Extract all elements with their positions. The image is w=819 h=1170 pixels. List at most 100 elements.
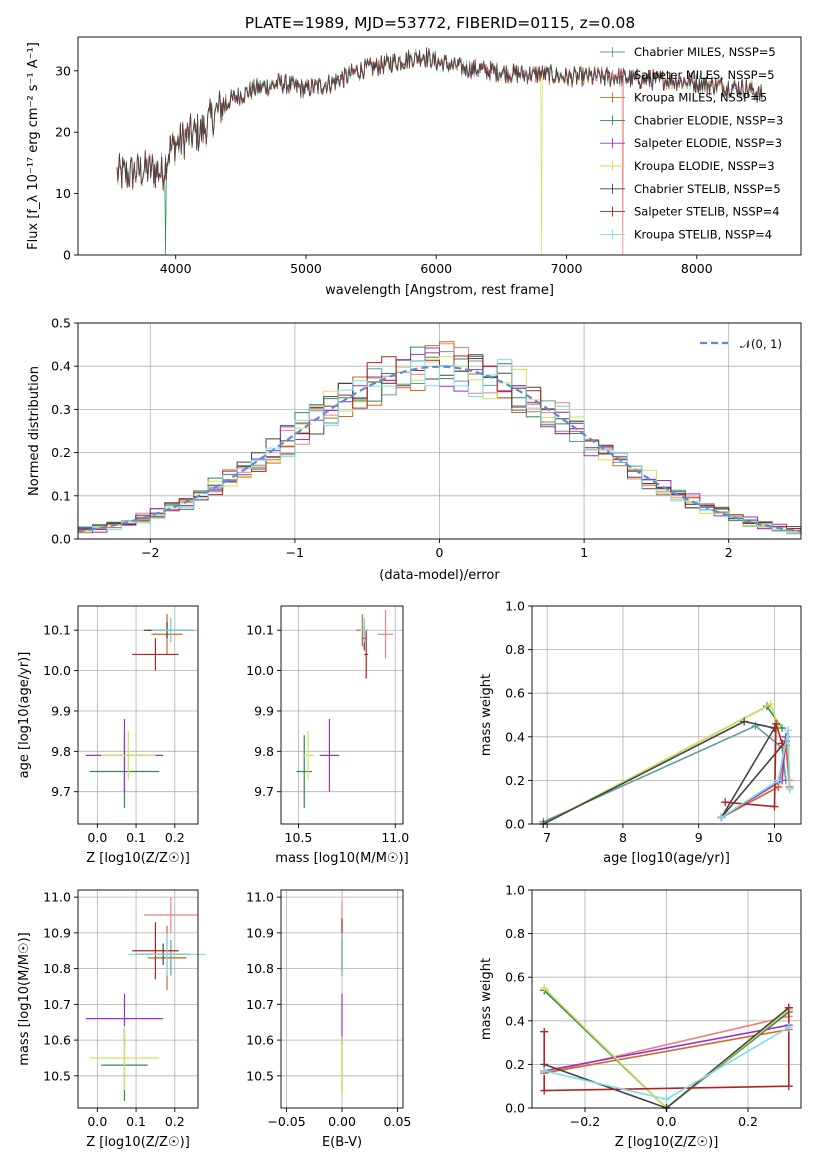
x-tick-label: 8 (619, 830, 627, 845)
y-tick-label: 9.7 (51, 784, 71, 799)
y-tick-label: 10.7 (246, 997, 274, 1012)
x-tick-label: 11.0 (381, 830, 409, 845)
y-tick-label: 10.8 (43, 961, 71, 976)
legend-label: Salpeter STELIB, NSSP=4 (634, 205, 780, 219)
x-tick-label: 0.05 (384, 1114, 412, 1129)
legend-label: Chabrier ELODIE, NSSP=3 (634, 113, 783, 127)
x-tick-label: 6000 (420, 261, 452, 276)
y-tick-label: 0.3 (51, 402, 71, 417)
x-tick-label: 0.2 (165, 830, 185, 845)
y-tick-label: 10.6 (246, 1033, 274, 1048)
mass-vs-metallicity-panel: 0.0 0.1 0.2 10.5 10.6 10.7 10.8 10.9 11.0 Z [log1… (17, 889, 206, 1150)
x-tick-label: −0.2 (570, 1114, 600, 1129)
x-axis-label: Z [log10(Z/Z☉)] (86, 1135, 190, 1150)
data-marker (784, 1003, 793, 1012)
y-tick-label: 10.0 (246, 663, 274, 678)
mass-weight-line (543, 1007, 790, 1092)
mass-weight-line (544, 1024, 789, 1072)
data-marker (766, 700, 775, 709)
x-tick-label: 0.0 (87, 1114, 107, 1129)
x-tick-label: 7000 (551, 261, 583, 276)
data-marker (784, 726, 793, 735)
x-axis-label: Z [log10(Z/Z☉)] (86, 851, 190, 866)
data-marker (774, 776, 783, 785)
y-tick-label: 1.0 (505, 599, 525, 614)
data-marker (721, 798, 730, 807)
x-tick-label: −1 (286, 545, 304, 560)
x-tick-label: 10.5 (285, 830, 313, 845)
y-tick-label: 0.2 (505, 773, 525, 788)
y-tick-label: 10.6 (43, 1033, 71, 1048)
x-axis-label: (data-model)/error (379, 568, 500, 583)
mass-weight-vs-metallicity-panel: −0.2 0.0 0.2 0.0 0.2 0.4 0.6 0.8 1.0 Z [log10(Z/Z… (479, 883, 802, 1150)
data-marker (784, 1023, 793, 1032)
age-vs-metallicity-panel: 0.0 0.1 0.2 9.7 9.8 9.9 10.0 10.1 Z [log10(Z/Z☉)… (17, 605, 199, 866)
data-marker (540, 1086, 549, 1095)
mass-vs-ebv-panel: −0.05 0.00 0.05 10.5 10.6 10.7 10.8 10.9 11.0 E(B… (246, 889, 412, 1150)
data-marker (540, 1066, 549, 1075)
legend-label: Kroupa ELODIE, NSSP=3 (634, 159, 775, 173)
legend-label: Kroupa MILES, NSSP=5 (634, 91, 767, 105)
x-tick-label: 0.00 (328, 1114, 356, 1129)
x-tick-label: 8000 (681, 261, 713, 276)
mass-weight-line (543, 724, 787, 823)
x-tick-label: 9 (695, 830, 703, 845)
legend-label: Salpeter MILES, NSSP=5 (634, 68, 775, 82)
mass-weight-line (721, 745, 791, 819)
axes-frame (77, 605, 199, 825)
y-tick-label: 10.7 (43, 997, 71, 1012)
y-tick-label: 0.1 (51, 488, 71, 503)
x-tick-label: 0.2 (165, 1114, 185, 1129)
legend-label: Chabrier STELIB, NSSP=5 (634, 182, 781, 196)
mass-weight-line (544, 1028, 789, 1074)
figure-title: PLATE=1989, MJD=53772, FIBERID=0115, z=0… (245, 14, 635, 32)
y-axis-label: Normed distribution (27, 366, 42, 496)
y-tick-label: 0.6 (505, 970, 525, 985)
y-axis-label: mass weight (479, 674, 494, 756)
normal-reference-curve (77, 365, 802, 533)
y-tick-label: 0.0 (51, 532, 71, 547)
x-tick-label: 0.1 (126, 1114, 146, 1129)
y-tick-label: 1.0 (505, 883, 525, 898)
y-tick-label: 10.1 (43, 623, 71, 638)
x-tick-label: 4000 (160, 261, 192, 276)
y-tick-label: 10.1 (246, 623, 274, 638)
y-tick-label: 20 (55, 125, 71, 140)
age-vs-mass-panel: 10.5 11.0 9.7 9.8 9.9 10.0 10.1 mass [log10(M/M… (246, 605, 409, 866)
x-axis-label: age [log10(age/yr)] (603, 851, 730, 866)
data-marker (778, 739, 787, 748)
mass-weight-vs-age-panel: 7 8 9 10 0.0 0.2 0.4 0.6 0.8 1.0 age [log10(age/yr… (479, 599, 802, 866)
spectrum-panel: 4000 5000 6000 7000 8000 0 10 20 30 wavelength [A… (26, 36, 802, 298)
y-tick-label: 0.5 (51, 316, 71, 331)
y-tick-label: 0.4 (505, 729, 525, 744)
y-tick-label: 10.9 (246, 925, 274, 940)
x-axis-label: Z [log10(Z/Z☉)] (615, 1135, 719, 1150)
histogram-series (78, 359, 802, 535)
y-tick-label: 9.8 (51, 744, 71, 759)
y-tick-label: 9.7 (254, 784, 274, 799)
y-tick-label: 11.0 (246, 890, 274, 905)
x-tick-label: 10 (767, 830, 783, 845)
x-axis-label: E(B-V) (322, 1135, 362, 1150)
data-marker (540, 984, 549, 993)
y-tick-label: 0.4 (505, 1013, 525, 1028)
y-tick-label: 30 (55, 63, 71, 78)
x-tick-label: 0.0 (657, 1114, 677, 1129)
y-tick-label: 0 (63, 248, 71, 263)
data-marker (540, 1027, 549, 1036)
x-tick-label: 2 (725, 545, 733, 560)
spectrum-line (116, 47, 763, 188)
x-tick-label: 1 (580, 545, 588, 560)
y-tick-label: 9.9 (51, 703, 71, 718)
legend-label: Chabrier MILES, NSSP=5 (634, 45, 776, 59)
x-axis-label: wavelength [Angstrom, rest frame] (325, 283, 554, 298)
y-axis-label: age [log10(age/yr)] (17, 652, 32, 779)
y-tick-label: 0.6 (505, 686, 525, 701)
y-axis-label: Flux [f_λ 10⁻¹⁷ erg cm⁻² s⁻¹ A⁻¹] (26, 42, 41, 250)
axes-frame (77, 889, 199, 1109)
y-tick-label: 10.5 (43, 1068, 71, 1083)
y-tick-label: 0.0 (505, 817, 525, 832)
x-axis-label: mass [log10(M/M☉)] (275, 851, 408, 866)
y-axis-label: mass weight (479, 958, 494, 1040)
